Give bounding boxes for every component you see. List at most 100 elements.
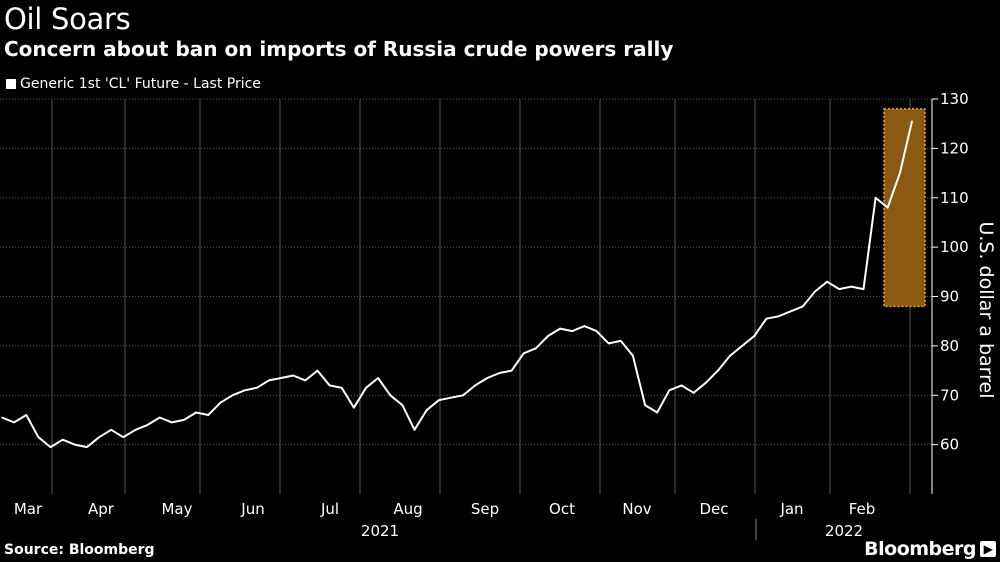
x-tick-label: Mar (14, 500, 43, 518)
x-tick-label: Nov (622, 500, 651, 518)
data-point (595, 330, 598, 332)
data-point (522, 352, 525, 355)
data-point (498, 372, 501, 374)
data-point (328, 384, 331, 387)
data-point (680, 384, 683, 387)
y-tick-label: 70 (940, 386, 959, 404)
data-point (207, 414, 210, 416)
data-point (644, 404, 646, 406)
brand-logo: Bloomberg ▶ (864, 538, 996, 560)
data-point (607, 342, 610, 345)
data-point (438, 399, 440, 402)
x-tick-label: Feb (849, 500, 876, 518)
data-point (535, 347, 537, 350)
highlight-region (883, 108, 926, 308)
data-point (765, 317, 768, 320)
data-point (911, 120, 913, 122)
source-note: Source: Bloomberg (4, 542, 155, 558)
brand-name: Bloomberg (864, 538, 976, 560)
data-point (547, 335, 549, 337)
data-point (37, 436, 40, 439)
data-point (86, 446, 88, 448)
data-point (474, 384, 477, 387)
x-tick-label: May (161, 500, 192, 518)
data-point (874, 197, 877, 199)
year-label: 2022 (825, 522, 863, 540)
data-point (340, 387, 343, 389)
highlight-box (883, 108, 926, 308)
data-point (668, 389, 671, 392)
y-tick-label: 120 (940, 139, 969, 157)
data-point (377, 377, 379, 379)
data-point (789, 310, 792, 313)
data-point (741, 345, 743, 347)
data-point (620, 340, 622, 342)
data-point (110, 429, 112, 431)
data-point (583, 325, 586, 327)
series-line (1, 120, 913, 449)
data-point (25, 414, 28, 416)
data-point (183, 419, 185, 421)
x-tick-label: Oct (549, 500, 575, 518)
data-point (122, 436, 125, 439)
data-point (462, 394, 464, 397)
data-point (280, 377, 282, 379)
data-point (692, 392, 695, 394)
data-point (389, 394, 392, 397)
x-tick-label: Jul (320, 500, 339, 518)
data-point (231, 394, 234, 397)
data-point (450, 396, 452, 399)
data-point (656, 411, 658, 414)
y-axis-title: U.S. dollar a barrel (975, 221, 997, 398)
data-point (98, 436, 100, 439)
data-point (1, 416, 3, 419)
legend-swatch (6, 79, 16, 89)
data-point (158, 416, 161, 419)
data-point (777, 315, 780, 318)
data-point (862, 288, 865, 290)
data-point (850, 285, 853, 288)
x-tick-label: Sep (471, 500, 499, 518)
data-point (559, 327, 561, 330)
data-point (814, 290, 816, 293)
y-tick-label: 60 (940, 436, 959, 454)
bloomberg-mark-icon: ▶ (980, 541, 996, 557)
data-point (49, 446, 52, 448)
data-point (753, 335, 756, 337)
data-point (74, 443, 76, 446)
chart-title: Oil Soars (4, 2, 131, 36)
data-point (838, 288, 840, 290)
data-point (171, 421, 173, 424)
y-tick-label: 80 (940, 337, 959, 355)
chart-subtitle: Concern about ban on imports of Russia c… (4, 37, 674, 61)
x-tick-label: Aug (393, 500, 422, 518)
y-tick-label: 100 (940, 238, 969, 256)
y-tick-label: 110 (940, 189, 969, 207)
data-point (304, 379, 307, 382)
legend-label: Generic 1st 'CL' Future - Last Price (20, 76, 261, 92)
data-point (316, 369, 319, 372)
data-point (704, 382, 707, 384)
data-point (729, 355, 731, 357)
x-tick-label: Jan (779, 500, 803, 518)
data-point (195, 411, 197, 414)
data-point (486, 377, 489, 379)
data-point (425, 409, 428, 411)
data-point (401, 404, 404, 406)
data-point (413, 429, 416, 431)
data-point (13, 421, 15, 424)
axes: Mar Apr May Jun Jul Aug Sep Oct Nov Dec Jan Feb 2021… (14, 90, 969, 540)
year-label: 2021 (361, 522, 399, 540)
data-point (61, 438, 64, 441)
data-point (255, 387, 258, 389)
data-point (826, 280, 828, 283)
data-point (632, 355, 634, 357)
data-point (899, 172, 901, 174)
data-point (717, 369, 719, 372)
grid (0, 98, 932, 494)
y-tick-label: 90 (940, 288, 959, 306)
data-point (219, 401, 222, 404)
data-point (353, 406, 355, 409)
data-point (243, 389, 246, 392)
